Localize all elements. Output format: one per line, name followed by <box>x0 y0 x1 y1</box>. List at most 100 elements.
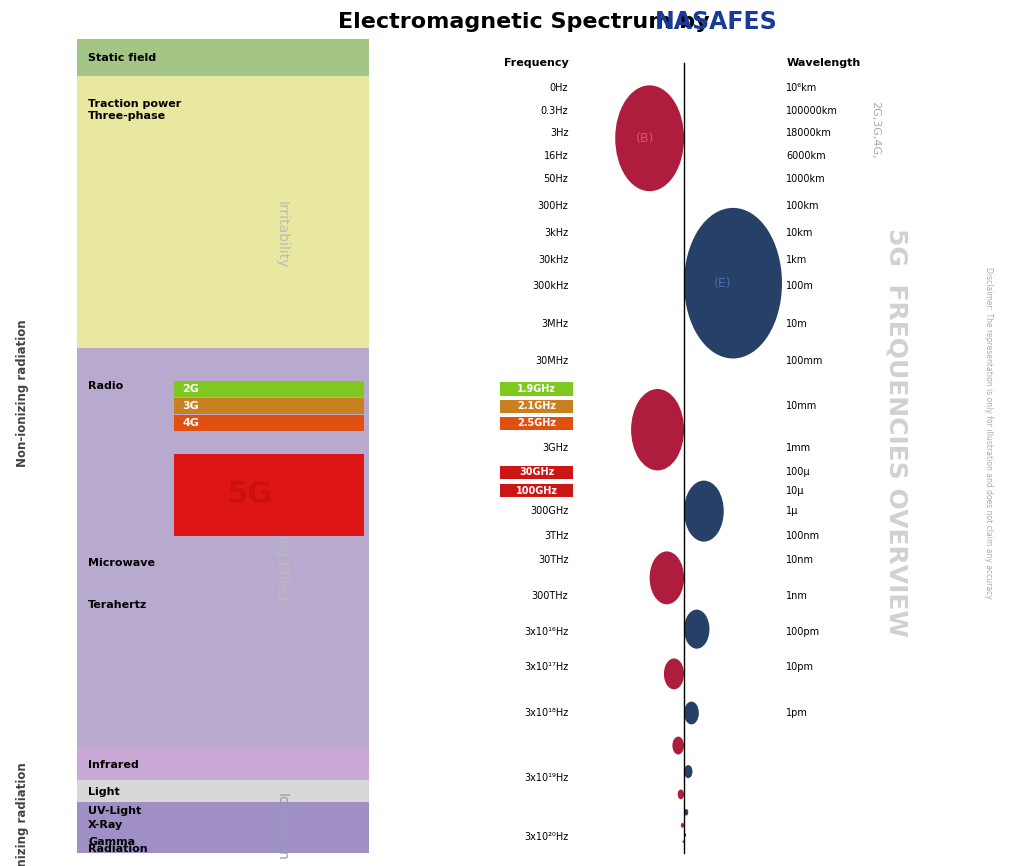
Text: 0Hz: 0Hz <box>550 83 568 93</box>
Text: (E): (E) <box>714 276 732 290</box>
Bar <box>77 39 369 75</box>
Bar <box>500 484 573 497</box>
Text: Ionization: Ionization <box>274 793 289 861</box>
Text: 18000km: 18000km <box>786 128 833 139</box>
Text: 1pm: 1pm <box>786 708 808 718</box>
Text: 1km: 1km <box>786 255 808 265</box>
Ellipse shape <box>684 481 724 541</box>
Text: 0.3Hz: 0.3Hz <box>541 106 568 115</box>
Text: 100nm: 100nm <box>786 531 820 540</box>
Ellipse shape <box>673 737 684 754</box>
Text: UV-Light: UV-Light <box>88 805 141 816</box>
Ellipse shape <box>664 658 684 689</box>
Text: 3G: 3G <box>182 401 199 411</box>
Text: 30MHz: 30MHz <box>536 356 568 366</box>
Ellipse shape <box>678 790 684 799</box>
Text: 2.5GHz: 2.5GHz <box>517 418 556 428</box>
Text: 1000km: 1000km <box>786 174 826 184</box>
Text: 4G: 4G <box>182 418 200 428</box>
Ellipse shape <box>631 389 684 470</box>
Text: 100km: 100km <box>786 201 820 210</box>
Text: Traction power: Traction power <box>88 99 181 109</box>
Text: Disclaimer: The representation is only for illustration and does not claim any a: Disclaimer: The representation is only f… <box>984 267 992 599</box>
Ellipse shape <box>684 833 686 837</box>
Bar <box>77 802 369 853</box>
Text: 100μ: 100μ <box>786 467 811 477</box>
Text: Radio: Radio <box>88 381 123 391</box>
Bar <box>174 398 364 414</box>
Text: Terahertz: Terahertz <box>88 600 147 610</box>
Bar <box>77 348 369 747</box>
Text: 3x10¹⁷Hz: 3x10¹⁷Hz <box>524 662 568 672</box>
Text: 30kHz: 30kHz <box>538 255 568 265</box>
Text: 3x10¹⁶Hz: 3x10¹⁶Hz <box>524 627 568 637</box>
Text: 10km: 10km <box>786 228 814 237</box>
Text: 3Hz: 3Hz <box>550 128 568 139</box>
Text: Microwave: Microwave <box>88 559 155 568</box>
Ellipse shape <box>684 809 688 816</box>
Text: 3x10¹⁸Hz: 3x10¹⁸Hz <box>524 708 568 718</box>
Text: 2G,3G,4G,: 2G,3G,4G, <box>870 101 881 158</box>
Ellipse shape <box>681 823 684 828</box>
Ellipse shape <box>684 846 685 847</box>
Text: 300Hz: 300Hz <box>538 201 568 210</box>
Text: 1nm: 1nm <box>786 591 808 601</box>
Bar <box>174 415 364 431</box>
Text: 100mm: 100mm <box>786 356 823 366</box>
Text: 1μ: 1μ <box>786 506 799 516</box>
Text: Irritability: Irritability <box>274 201 289 268</box>
Text: X-Ray: X-Ray <box>88 820 123 830</box>
Text: 10μ: 10μ <box>786 486 805 495</box>
Text: 30THz: 30THz <box>538 555 568 565</box>
Bar <box>77 75 369 348</box>
Text: 50Hz: 50Hz <box>544 174 568 184</box>
Text: NASAFES: NASAFES <box>655 10 778 34</box>
Text: 10m: 10m <box>786 319 808 329</box>
Text: Static field: Static field <box>88 53 157 62</box>
Ellipse shape <box>684 765 692 779</box>
Text: 5G  FREQUENCIES OVERVIEW: 5G FREQUENCIES OVERVIEW <box>884 229 908 637</box>
Text: 300GHz: 300GHz <box>530 506 568 516</box>
Text: 3x10¹⁹Hz: 3x10¹⁹Hz <box>524 773 568 783</box>
Bar <box>500 417 573 430</box>
Text: 100000km: 100000km <box>786 106 839 115</box>
Text: 2.1GHz: 2.1GHz <box>517 401 556 411</box>
Ellipse shape <box>684 610 710 649</box>
Text: 10mm: 10mm <box>786 401 818 411</box>
Text: Gamma: Gamma <box>88 837 135 847</box>
Ellipse shape <box>649 552 684 604</box>
Text: 300THz: 300THz <box>531 591 568 601</box>
Bar <box>174 381 364 397</box>
Text: 300MHz: 300MHz <box>529 401 568 411</box>
Text: 3MHz: 3MHz <box>542 319 568 329</box>
Text: 3x10²⁰Hz: 3x10²⁰Hz <box>524 831 568 842</box>
Ellipse shape <box>615 86 684 191</box>
Text: 16Hz: 16Hz <box>544 152 568 161</box>
Text: 100GHz: 100GHz <box>515 486 558 495</box>
Text: 1.9GHz: 1.9GHz <box>517 384 556 394</box>
Ellipse shape <box>684 701 698 724</box>
Text: 100pm: 100pm <box>786 627 820 637</box>
Text: Wavelength: Wavelength <box>786 58 861 68</box>
Ellipse shape <box>684 208 782 359</box>
Text: Frequency: Frequency <box>504 58 568 68</box>
Text: Infrared: Infrared <box>88 760 139 770</box>
Text: 2G: 2G <box>182 384 199 394</box>
Text: 10⁶km: 10⁶km <box>786 83 818 93</box>
Bar <box>77 747 369 779</box>
Text: 5G: 5G <box>226 481 273 509</box>
Ellipse shape <box>682 840 684 843</box>
Text: 3kHz: 3kHz <box>544 228 568 237</box>
Text: Heating Effect: Heating Effect <box>274 502 289 602</box>
Text: 10pm: 10pm <box>786 662 814 672</box>
Text: Radiation: Radiation <box>88 844 147 854</box>
Bar <box>77 779 369 802</box>
Text: Light: Light <box>88 787 120 797</box>
Text: 10nm: 10nm <box>786 555 814 565</box>
Text: 6000km: 6000km <box>786 152 826 161</box>
Text: 3THz: 3THz <box>544 531 568 540</box>
Text: 30GHz: 30GHz <box>519 467 554 477</box>
Text: Ionizing radiation: Ionizing radiation <box>16 762 29 866</box>
Bar <box>500 466 573 479</box>
Text: 3GHz: 3GHz <box>543 443 568 453</box>
